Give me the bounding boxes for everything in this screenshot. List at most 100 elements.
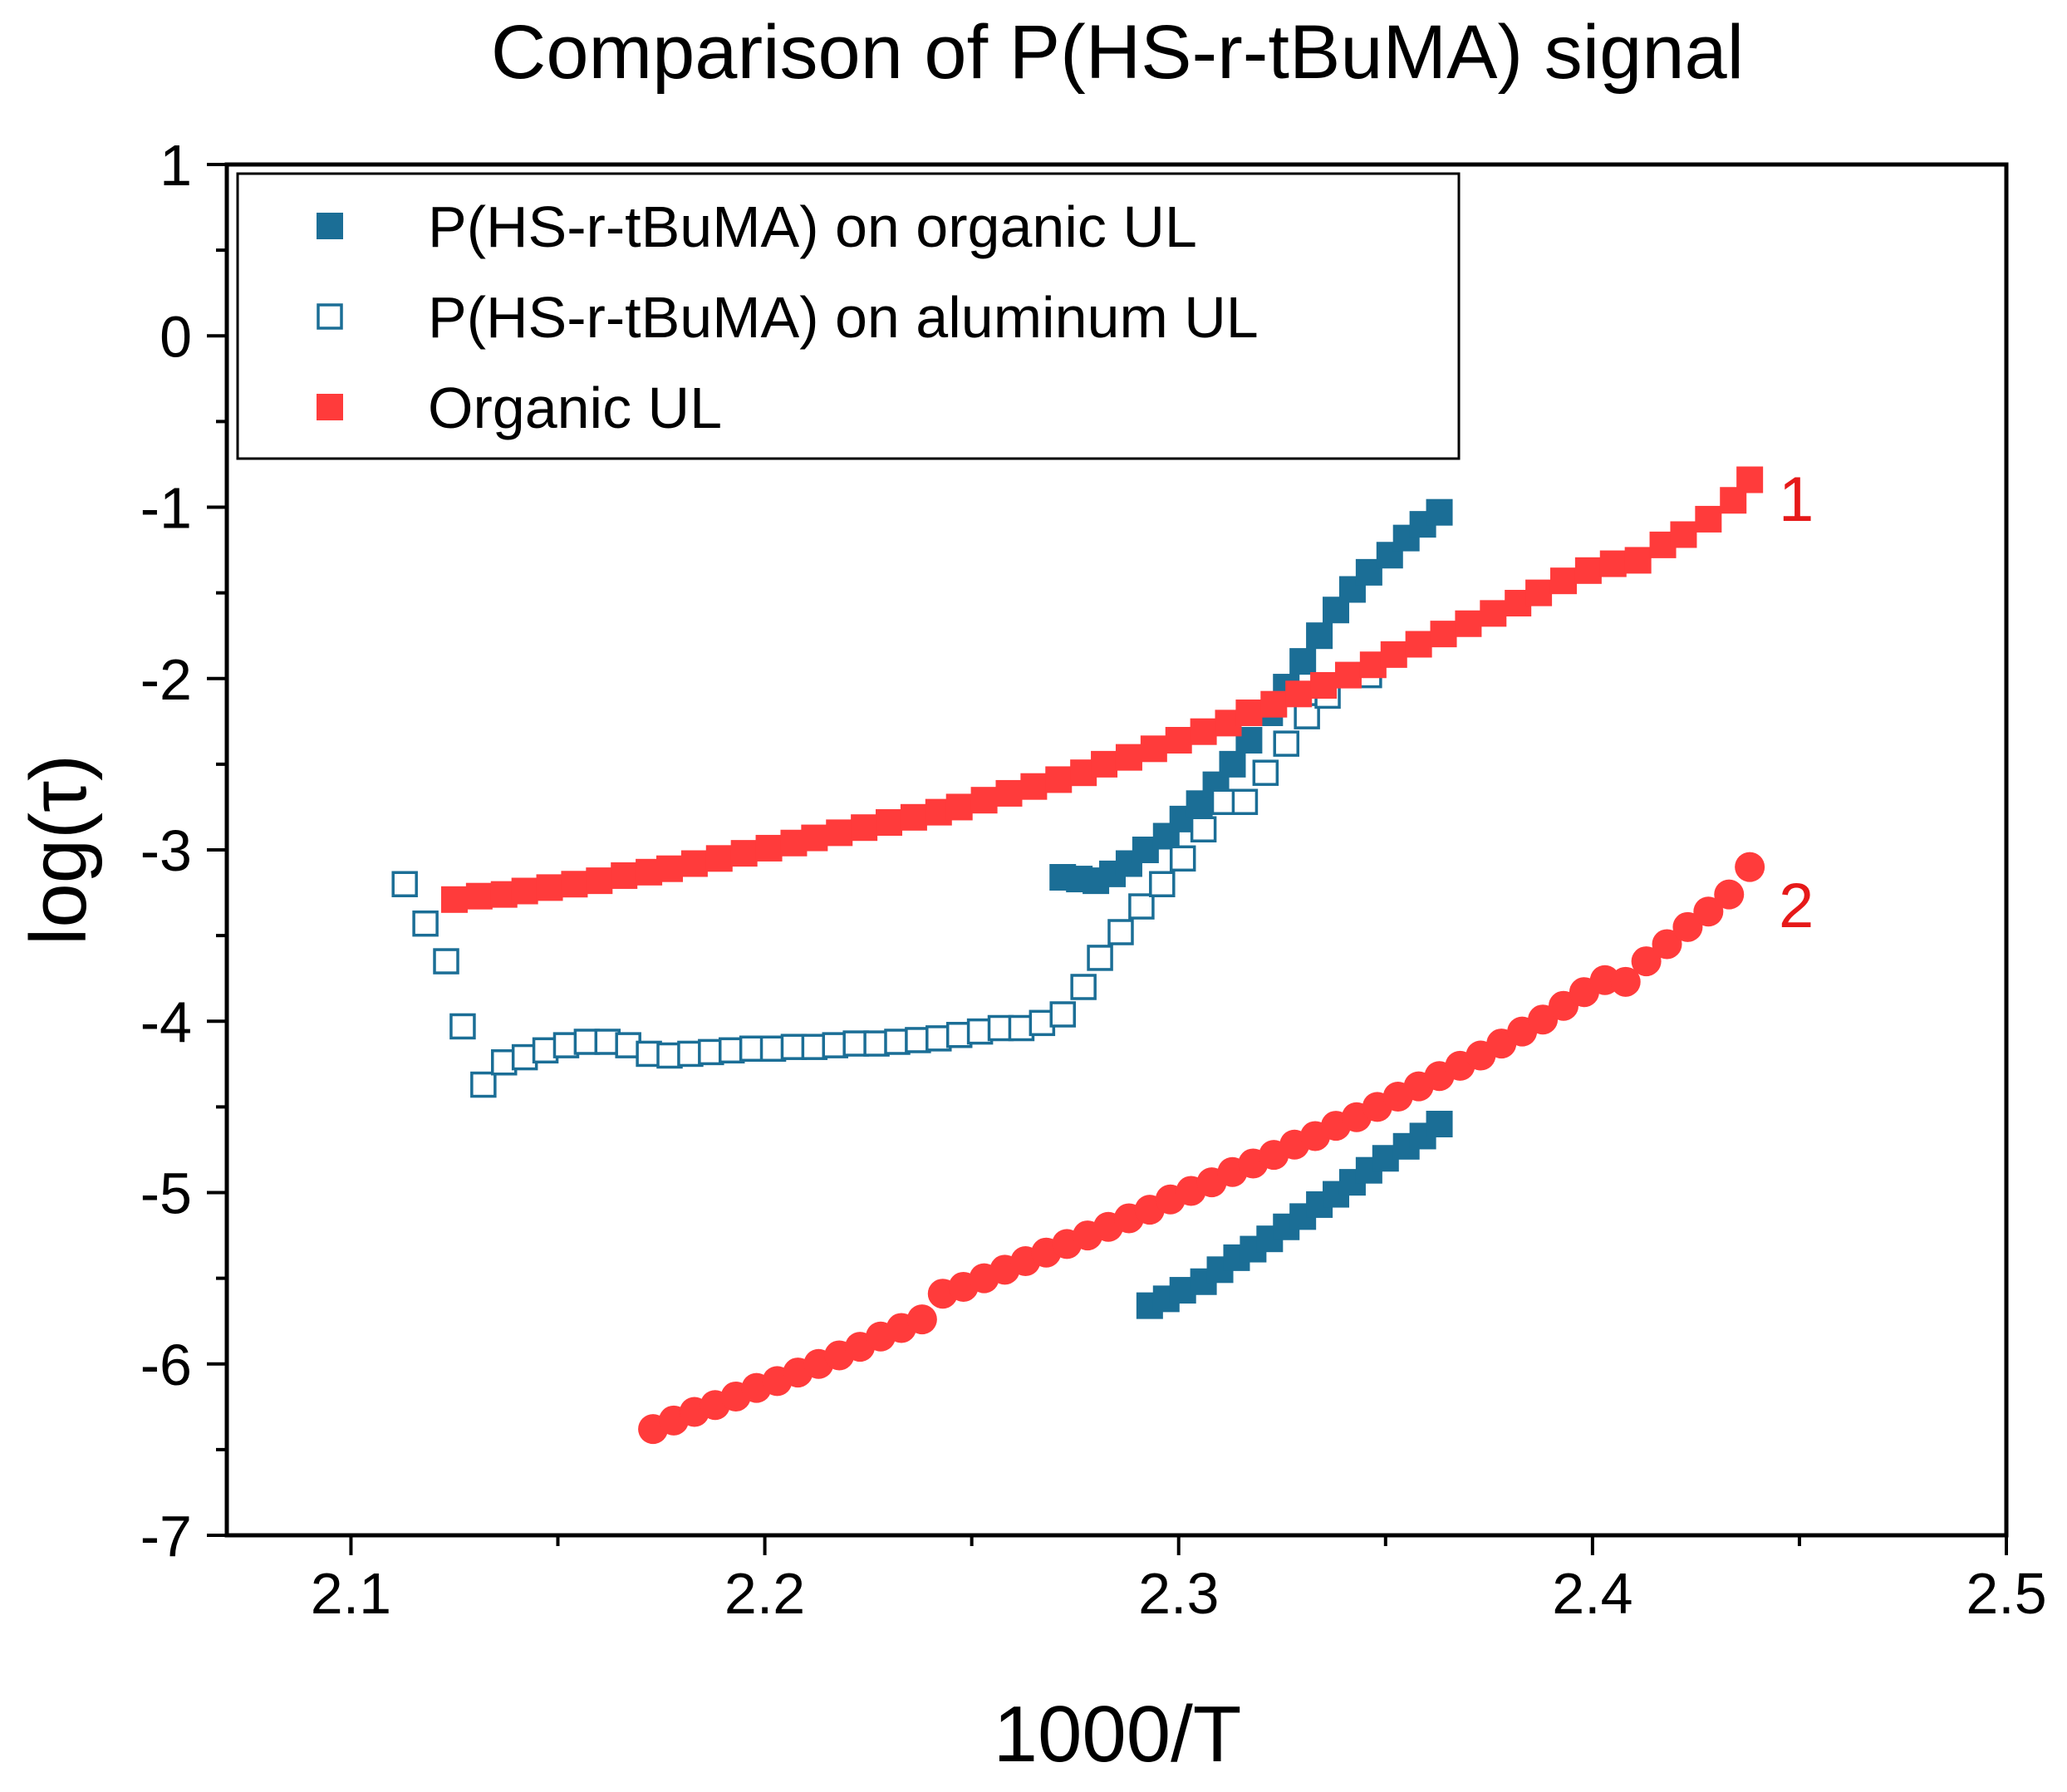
legend-marker	[317, 394, 343, 420]
x-axis-label: 1000/T	[994, 1690, 1242, 1779]
data-point	[730, 840, 758, 867]
data-point	[391, 871, 418, 897]
data-point	[826, 819, 853, 847]
data-point	[1260, 690, 1288, 718]
annotation-label: 2	[1779, 871, 1814, 941]
y-tick-label: 0	[160, 304, 192, 369]
data-point	[1289, 648, 1317, 675]
legend-marker	[317, 303, 343, 330]
data-point	[755, 834, 783, 862]
y-tick-label: -4	[140, 989, 192, 1054]
x-tick-label: 2.1	[311, 1561, 391, 1626]
data-point	[906, 1304, 937, 1335]
data-point	[1693, 896, 1724, 927]
y-tick-label: -3	[140, 818, 192, 883]
data-point	[1169, 845, 1196, 872]
data-point	[511, 877, 538, 905]
series-4	[638, 852, 1765, 1445]
data-point	[1610, 966, 1641, 997]
data-point	[1525, 579, 1553, 606]
data-point	[1334, 661, 1362, 689]
data-point	[1480, 600, 1507, 627]
data-point	[1405, 631, 1432, 658]
data-point	[433, 948, 459, 975]
data-point	[801, 824, 828, 852]
data-point	[1695, 505, 1722, 533]
x-tick-label: 2.5	[1966, 1561, 2046, 1626]
series-2	[391, 661, 1382, 1098]
data-point	[680, 850, 708, 877]
data-point	[1426, 498, 1453, 526]
data-point	[1070, 974, 1097, 1000]
x-tick-label: 2.3	[1138, 1561, 1219, 1626]
series-3	[440, 466, 1764, 913]
y-tick-label: -5	[140, 1161, 192, 1226]
data-point	[1455, 610, 1482, 637]
data-point	[1140, 735, 1167, 763]
data-point	[1549, 567, 1577, 595]
data-point	[536, 874, 563, 901]
series-layer	[391, 466, 1765, 1445]
legend: P(HS-r-tBuMA) on organic UL P(HS-r-tBuMA)…	[236, 172, 1461, 460]
data-point	[1430, 621, 1457, 648]
data-point	[1020, 773, 1048, 800]
data-point	[1235, 700, 1263, 726]
x-tick-label: 2.4	[1552, 1561, 1632, 1626]
data-point	[1190, 718, 1217, 745]
data-point	[412, 910, 439, 937]
data-point	[970, 787, 998, 814]
chart-title: Comparison of P(HS-r-tBuMA) signal	[491, 10, 1744, 95]
data-point	[1091, 750, 1118, 778]
legend-label: P(HS-r-tBuMA) on aluminum UL	[428, 285, 1259, 350]
data-point	[1670, 521, 1697, 548]
data-point	[1231, 788, 1259, 815]
data-point	[1652, 929, 1682, 960]
data-point	[1045, 766, 1073, 793]
data-point	[876, 809, 903, 836]
data-point	[1631, 946, 1662, 977]
data-point	[656, 855, 684, 882]
data-point	[1087, 945, 1113, 971]
data-point	[1672, 911, 1703, 942]
data-point	[851, 814, 878, 842]
data-point	[1190, 816, 1217, 842]
data-point	[1165, 727, 1192, 754]
data-point	[1273, 730, 1299, 757]
data-point	[465, 882, 493, 910]
data-point	[1380, 641, 1407, 668]
data-point	[1599, 550, 1627, 577]
data-point	[1149, 871, 1176, 897]
y-tick-label: 1	[160, 133, 192, 198]
data-point	[1310, 672, 1338, 699]
data-point	[440, 886, 468, 913]
data-point	[449, 1013, 476, 1040]
data-point	[900, 803, 927, 831]
data-point	[1285, 680, 1313, 708]
y-axis-label: log(τ)	[14, 754, 103, 945]
data-point	[1219, 750, 1246, 778]
data-point	[1624, 547, 1652, 574]
y-tick-label: -7	[140, 1504, 192, 1569]
legend-box	[236, 172, 1461, 460]
data-point	[1426, 1111, 1453, 1137]
data-point	[1736, 466, 1764, 493]
plot-frame	[224, 162, 2009, 1538]
data-point	[1107, 919, 1134, 945]
data-point	[1049, 1001, 1076, 1028]
data-point	[1574, 557, 1602, 584]
y-tick-label: -6	[140, 1333, 192, 1397]
data-point	[1714, 879, 1745, 910]
data-point	[995, 779, 1023, 807]
data-point	[945, 793, 973, 821]
data-point	[586, 867, 613, 895]
data-point	[470, 1071, 497, 1098]
data-point	[1128, 893, 1155, 920]
data-point	[561, 871, 588, 898]
y-tick-label: -2	[140, 647, 192, 712]
series-1	[1136, 1111, 1453, 1319]
data-point	[705, 845, 733, 872]
legend-label: P(HS-r-tBuMA) on organic UL	[428, 194, 1197, 259]
x-tick-label: 2.2	[724, 1561, 805, 1626]
annotation-label: 1	[1779, 464, 1814, 535]
